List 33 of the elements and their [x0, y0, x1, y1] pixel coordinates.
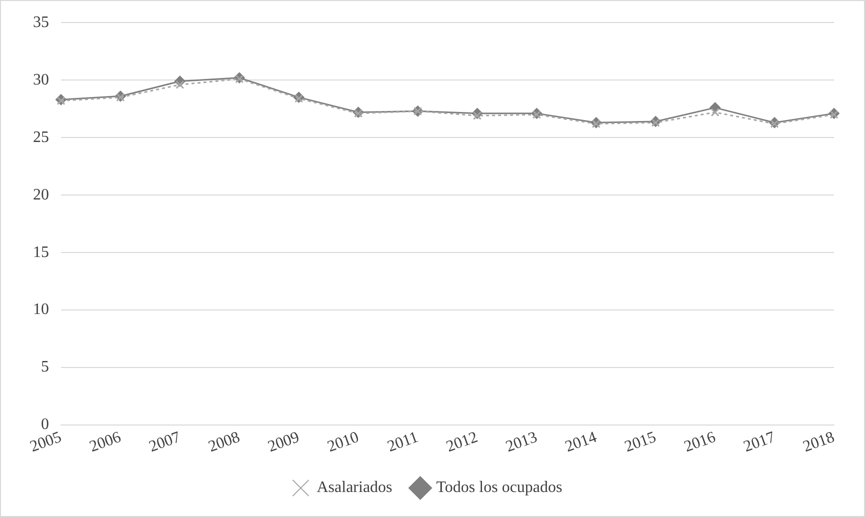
y-tick-label: 10	[33, 301, 49, 318]
x-tick-label: 2017	[741, 428, 778, 456]
point	[830, 110, 838, 119]
x-tick-label: 2011	[385, 428, 421, 456]
legend-label: Todos los ocupados	[436, 479, 562, 496]
y-tick-label: 35	[33, 14, 49, 31]
point	[710, 108, 720, 117]
y-tick-label: 15	[33, 244, 49, 261]
x-tick-label: 2008	[206, 428, 242, 456]
point	[532, 110, 541, 119]
point	[56, 96, 66, 106]
point	[235, 74, 244, 84]
x-tick-label: 2015	[622, 428, 658, 456]
x-tick-label: 2013	[504, 428, 540, 456]
point	[116, 93, 125, 102]
legend-label: Asalariados	[316, 479, 392, 496]
x-tick-label: 2007	[146, 428, 183, 456]
x-tick-label: 2012	[444, 428, 480, 456]
y-tick-label: 30	[33, 71, 49, 88]
x-tick-label: 2006	[87, 428, 124, 456]
x-tick-label: 2014	[563, 428, 599, 456]
x-tick-label: 2018	[800, 428, 837, 456]
point	[294, 94, 304, 103]
x-tick-label: 2009	[266, 428, 302, 456]
x-tick-label: 2010	[325, 428, 362, 456]
y-tick-label: 20	[33, 186, 49, 204]
x-tick-label: 2016	[682, 428, 718, 456]
point	[354, 109, 363, 118]
y-tick-label: 5	[41, 358, 49, 376]
point	[176, 80, 184, 89]
point	[472, 111, 482, 120]
point	[651, 118, 660, 127]
y-tick-label: 25	[33, 128, 49, 146]
